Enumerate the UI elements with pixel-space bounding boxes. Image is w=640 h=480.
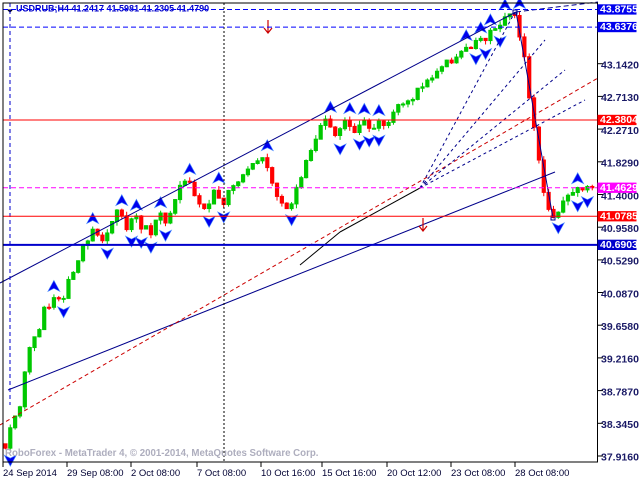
svg-text:40.0870: 40.0870 (601, 288, 639, 300)
svg-text:10 Oct 16:00: 10 Oct 16:00 (261, 468, 315, 479)
svg-text:42.2710: 42.2710 (601, 125, 639, 137)
svg-text:43.1420: 43.1420 (601, 60, 639, 72)
svg-text:23 Oct 08:00: 23 Oct 08:00 (451, 468, 505, 479)
svg-text:41.8290: 41.8290 (601, 158, 639, 170)
svg-text:15 Oct 16:00: 15 Oct 16:00 (322, 468, 376, 479)
svg-text:USDRUB;H4 41.2417 41.5981 41.: USDRUB;H4 41.2417 41.5981 41.2305 41.479… (16, 3, 209, 13)
svg-text:29 Sep 08:00: 29 Sep 08:00 (67, 468, 124, 479)
svg-text:20 Oct 12:00: 20 Oct 12:00 (387, 468, 441, 479)
svg-text:41.0785: 41.0785 (600, 210, 638, 222)
svg-text:40.6903: 40.6903 (600, 239, 638, 251)
svg-text:38.7870: 38.7870 (601, 386, 639, 398)
svg-text:42.3804: 42.3804 (600, 114, 638, 126)
svg-text:37.9160: 37.9160 (601, 452, 639, 464)
svg-text:42.7130: 42.7130 (601, 92, 639, 104)
svg-text:28 Oct 08:00: 28 Oct 08:00 (515, 468, 569, 479)
svg-text:2 Oct 08:00: 2 Oct 08:00 (131, 468, 180, 479)
svg-text:7 Oct 08:00: 7 Oct 08:00 (197, 468, 246, 479)
svg-text:38.3450: 38.3450 (601, 419, 639, 431)
svg-text:43.8755: 43.8755 (600, 4, 638, 16)
svg-text:39.2160: 39.2160 (601, 354, 639, 366)
svg-text:39.6580: 39.6580 (601, 321, 639, 333)
svg-text:41.4629: 41.4629 (600, 182, 638, 194)
svg-text:RoboForex - MetaTrader 4, © 20: RoboForex - MetaTrader 4, © 2001-2014, M… (5, 448, 319, 459)
svg-text:43.6376: 43.6376 (600, 21, 638, 33)
svg-text:40.9580: 40.9580 (601, 223, 639, 235)
svg-text:40.5290: 40.5290 (601, 256, 639, 268)
svg-text:24 Sep 2014: 24 Sep 2014 (3, 468, 57, 479)
